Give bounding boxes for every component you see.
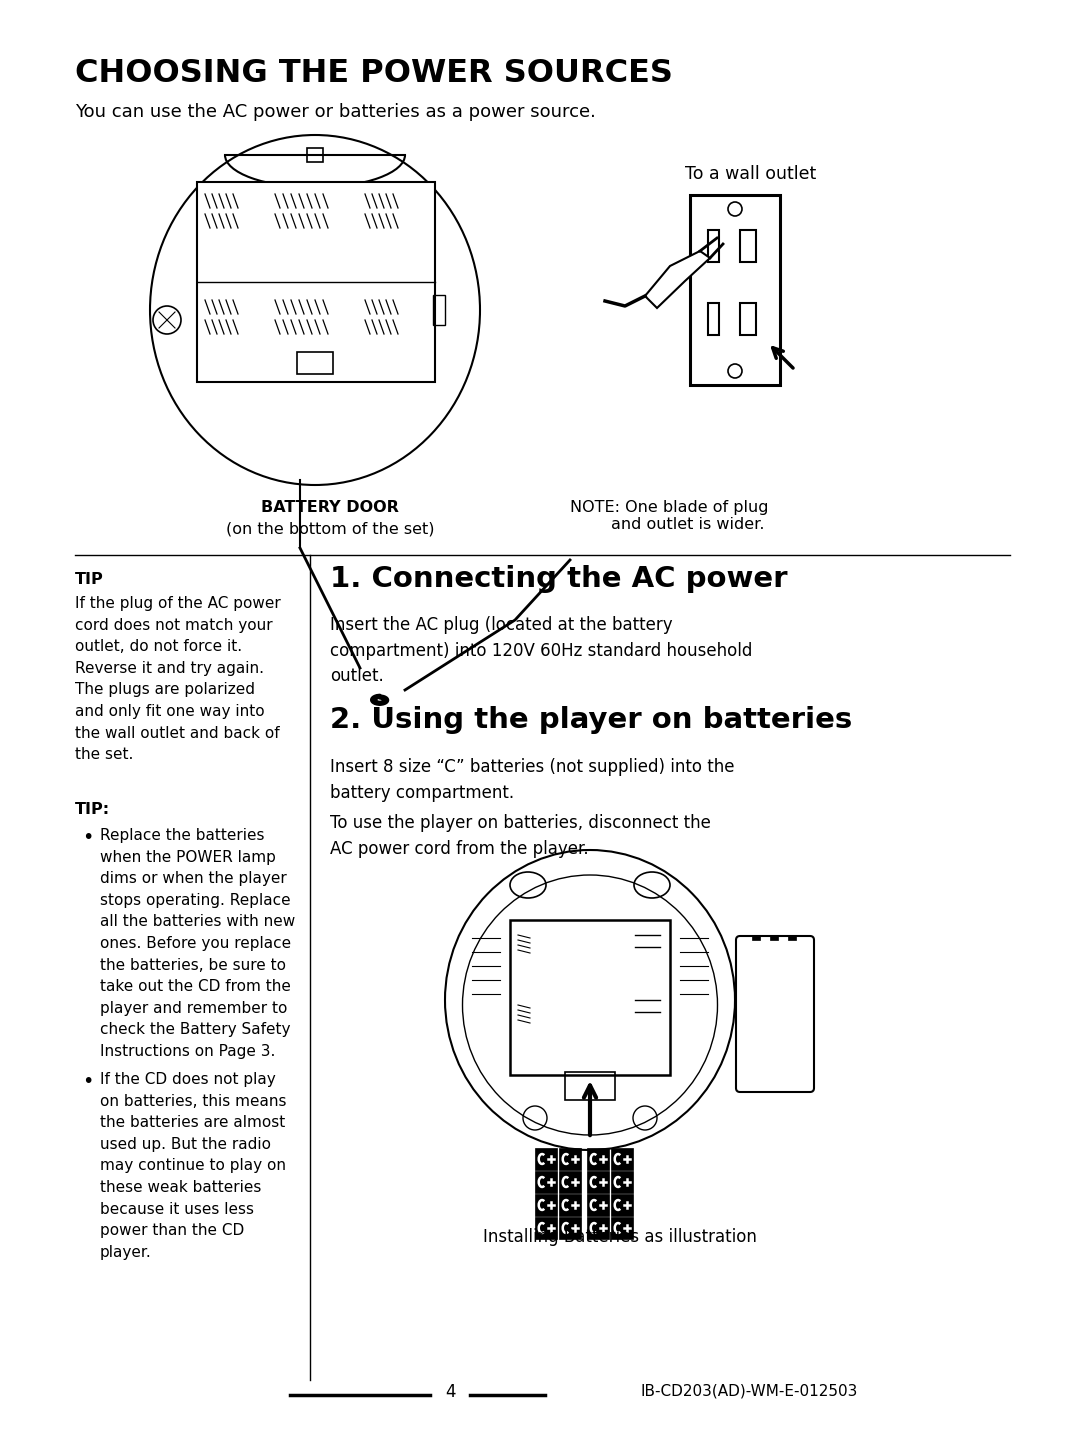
Text: 2. Using the player on batteries: 2. Using the player on batteries — [330, 706, 852, 733]
Text: 1. Connecting the AC power: 1. Connecting the AC power — [330, 565, 787, 594]
FancyBboxPatch shape — [535, 1195, 557, 1216]
Text: 4: 4 — [445, 1383, 456, 1401]
Text: Installing Batteries as illustration: Installing Batteries as illustration — [483, 1228, 757, 1246]
FancyBboxPatch shape — [690, 195, 780, 385]
FancyBboxPatch shape — [559, 1218, 581, 1239]
Text: (on the bottom of the set): (on the bottom of the set) — [226, 522, 434, 537]
Text: IB-CD203(AD)-WM-E-012503: IB-CD203(AD)-WM-E-012503 — [640, 1383, 858, 1398]
FancyBboxPatch shape — [197, 182, 435, 382]
Text: To use the player on batteries, disconnect the
AC power cord from the player.: To use the player on batteries, disconne… — [330, 814, 711, 857]
FancyBboxPatch shape — [588, 1148, 609, 1170]
Text: TIP:: TIP: — [75, 803, 110, 817]
Text: Insert the AC plug (located at the battery
compartment) into 120V 60Hz standard : Insert the AC plug (located at the batte… — [330, 615, 753, 686]
Text: TIP: TIP — [75, 572, 104, 586]
FancyBboxPatch shape — [588, 1218, 609, 1239]
Text: To a wall outlet: To a wall outlet — [685, 166, 816, 183]
Text: If the CD does not play
on batteries, this means
the batteries are almost
used u: If the CD does not play on batteries, th… — [100, 1072, 286, 1259]
Text: You can use the AC power or batteries as a power source.: You can use the AC power or batteries as… — [75, 102, 596, 121]
FancyBboxPatch shape — [559, 1148, 581, 1170]
FancyBboxPatch shape — [559, 1195, 581, 1216]
FancyBboxPatch shape — [611, 1195, 633, 1216]
Text: Replace the batteries
when the POWER lamp
dims or when the player
stops operatin: Replace the batteries when the POWER lam… — [100, 829, 295, 1059]
FancyBboxPatch shape — [611, 1172, 633, 1193]
Text: CHOOSING THE POWER SOURCES: CHOOSING THE POWER SOURCES — [75, 58, 673, 89]
FancyBboxPatch shape — [510, 919, 670, 1075]
FancyBboxPatch shape — [535, 1148, 557, 1170]
Text: NOTE: One blade of plug
        and outlet is wider.: NOTE: One blade of plug and outlet is wi… — [570, 500, 769, 532]
FancyBboxPatch shape — [588, 1172, 609, 1193]
FancyBboxPatch shape — [788, 935, 796, 940]
Text: •: • — [82, 829, 93, 847]
FancyBboxPatch shape — [611, 1148, 633, 1170]
FancyBboxPatch shape — [588, 1195, 609, 1216]
FancyBboxPatch shape — [535, 1172, 557, 1193]
Text: •: • — [82, 1072, 93, 1091]
FancyBboxPatch shape — [770, 935, 778, 940]
FancyBboxPatch shape — [535, 1218, 557, 1239]
Polygon shape — [645, 251, 710, 308]
FancyBboxPatch shape — [735, 937, 814, 1092]
Text: If the plug of the AC power
cord does not match your
outlet, do not force it.
Re: If the plug of the AC power cord does no… — [75, 597, 281, 762]
FancyBboxPatch shape — [611, 1218, 633, 1239]
Text: BATTERY DOOR: BATTERY DOOR — [261, 500, 399, 514]
FancyBboxPatch shape — [559, 1172, 581, 1193]
FancyBboxPatch shape — [752, 935, 760, 940]
Text: Insert 8 size “C” batteries (not supplied) into the
battery compartment.: Insert 8 size “C” batteries (not supplie… — [330, 758, 734, 801]
